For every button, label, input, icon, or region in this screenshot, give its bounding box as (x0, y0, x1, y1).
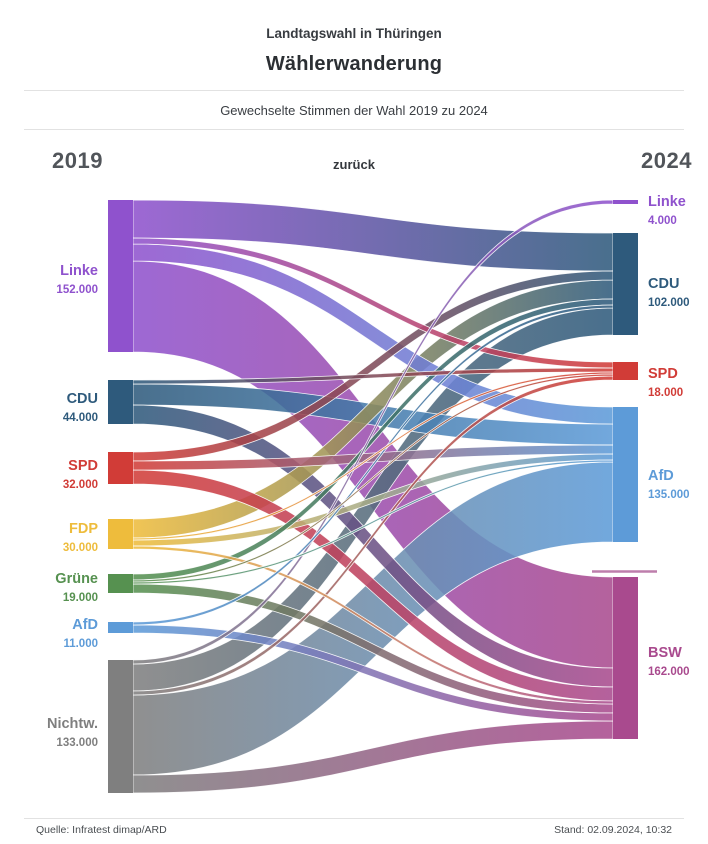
party-value: 19.000 (62, 592, 98, 604)
party-value: 162.000 (648, 666, 690, 678)
party-label-2024-bsw: BSW 162.000 (648, 645, 708, 679)
node-2019-gruene[interactable] (108, 574, 133, 593)
party-name: SPD (68, 458, 98, 474)
party-label-2019-cdu: CDU 44.000 (0, 391, 98, 425)
party-value: 11.000 (63, 638, 98, 650)
party-name: BSW (648, 645, 682, 661)
party-value: 4.000 (648, 215, 677, 227)
party-value: 44.000 (62, 412, 98, 424)
party-name: Linke (648, 194, 686, 210)
party-name: CDU (66, 391, 98, 407)
divider-top (24, 90, 684, 91)
party-label-2019-spd: SPD 32.000 (0, 458, 98, 492)
divider-footer (24, 818, 684, 819)
party-name: CDU (648, 276, 680, 292)
node-2019-nichtw[interactable] (108, 660, 133, 793)
node-2019-cdu[interactable] (108, 380, 133, 424)
node-2024-cdu[interactable] (613, 233, 638, 335)
chart-subtitle: Gewechselte Stimmen der Wahl 2019 zu 202… (220, 103, 488, 118)
timestamp-note: Stand: 02.09.2024, 10:32 (554, 824, 672, 836)
party-name: SPD (648, 366, 678, 382)
party-value: 133.000 (56, 737, 98, 749)
node-2019-linke[interactable] (108, 200, 133, 352)
node-2019-afd[interactable] (108, 622, 133, 633)
party-label-2024-afd: AfD 135.000 (648, 468, 708, 502)
party-value: 152.000 (56, 284, 98, 296)
party-label-2024-spd: SPD 18.000 (648, 366, 708, 400)
source-note: Quelle: Infratest dimap/ARD (36, 824, 167, 836)
node-2024-spd[interactable] (613, 362, 638, 380)
party-value: 32.000 (62, 479, 98, 491)
back-button[interactable]: zurück (333, 157, 375, 172)
chart-title: Wählerwanderung (265, 53, 443, 75)
party-label-2024-cdu: CDU 102.000 (648, 276, 708, 310)
party-label-2019-afd: AfD 11.000 (0, 617, 98, 651)
node-2024-bsw[interactable] (613, 577, 638, 739)
party-value: 18.000 (648, 387, 684, 399)
party-label-2019-nichtwaehler: Nichtw. 133.000 (0, 716, 98, 750)
divider-subtitle (24, 129, 684, 130)
party-name: Grüne (55, 571, 98, 587)
node-2019-spd[interactable] (108, 452, 133, 484)
party-label-2019-fdp: FDP 30.000 (0, 521, 98, 555)
party-name: FDP (69, 521, 98, 537)
party-label-2024-linke: Linke 4.000 (648, 194, 708, 228)
party-name: AfD (648, 468, 674, 484)
chart-kicker: Landtagswahl in Thüringen (266, 26, 442, 41)
party-name: Linke (60, 263, 98, 279)
party-value: 102.000 (648, 297, 690, 309)
node-2024-linke[interactable] (613, 200, 638, 204)
node-2019-fdp[interactable] (108, 519, 133, 549)
party-value: 135.000 (648, 489, 690, 501)
node-2024-afd[interactable] (613, 407, 638, 542)
party-name: Nichtw. (46, 716, 98, 732)
column-year-2019: 2019 (52, 148, 103, 173)
party-label-2019-linke: Linke 152.000 (0, 263, 98, 297)
party-label-2019-gruene: Grüne 19.000 (0, 571, 98, 605)
party-value: 30.000 (62, 542, 98, 554)
party-name: AfD (72, 617, 98, 633)
column-year-2024: 2024 (641, 148, 692, 173)
